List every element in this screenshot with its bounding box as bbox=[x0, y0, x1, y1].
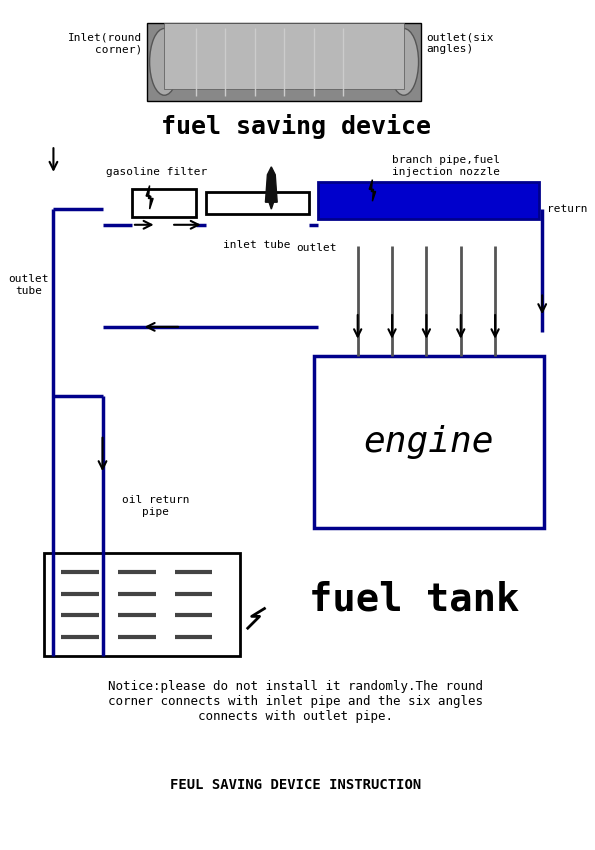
Ellipse shape bbox=[389, 29, 418, 95]
FancyBboxPatch shape bbox=[164, 23, 404, 89]
Text: Inlet(round
corner): Inlet(round corner) bbox=[67, 32, 142, 54]
Polygon shape bbox=[268, 201, 274, 209]
Polygon shape bbox=[369, 179, 375, 201]
Ellipse shape bbox=[149, 29, 179, 95]
Text: FEUL SAVING DEVICE INSTRUCTION: FEUL SAVING DEVICE INSTRUCTION bbox=[170, 779, 421, 792]
Text: outlet
tube: outlet tube bbox=[8, 275, 49, 296]
Text: fuel tank: fuel tank bbox=[309, 581, 519, 618]
Text: return: return bbox=[547, 204, 588, 214]
FancyBboxPatch shape bbox=[43, 552, 240, 655]
FancyBboxPatch shape bbox=[318, 182, 539, 219]
Text: Notice:please do not install it randomly.The round
corner connects with inlet pi: Notice:please do not install it randomly… bbox=[108, 680, 483, 723]
Polygon shape bbox=[265, 167, 277, 202]
Text: outlet: outlet bbox=[296, 243, 337, 253]
FancyBboxPatch shape bbox=[314, 356, 544, 528]
FancyBboxPatch shape bbox=[147, 23, 421, 101]
Text: outlet(six
angles): outlet(six angles) bbox=[427, 32, 494, 54]
FancyBboxPatch shape bbox=[205, 192, 309, 214]
Polygon shape bbox=[146, 185, 153, 209]
Text: engine: engine bbox=[364, 425, 494, 459]
Text: fuel saving device: fuel saving device bbox=[161, 114, 431, 139]
Text: gasoline filter: gasoline filter bbox=[106, 167, 207, 177]
Text: inlet tube: inlet tube bbox=[223, 241, 291, 251]
Text: branch pipe,fuel
injection nozzle: branch pipe,fuel injection nozzle bbox=[392, 155, 500, 177]
Text: oil return
pipe: oil return pipe bbox=[122, 496, 190, 517]
FancyBboxPatch shape bbox=[132, 190, 196, 217]
